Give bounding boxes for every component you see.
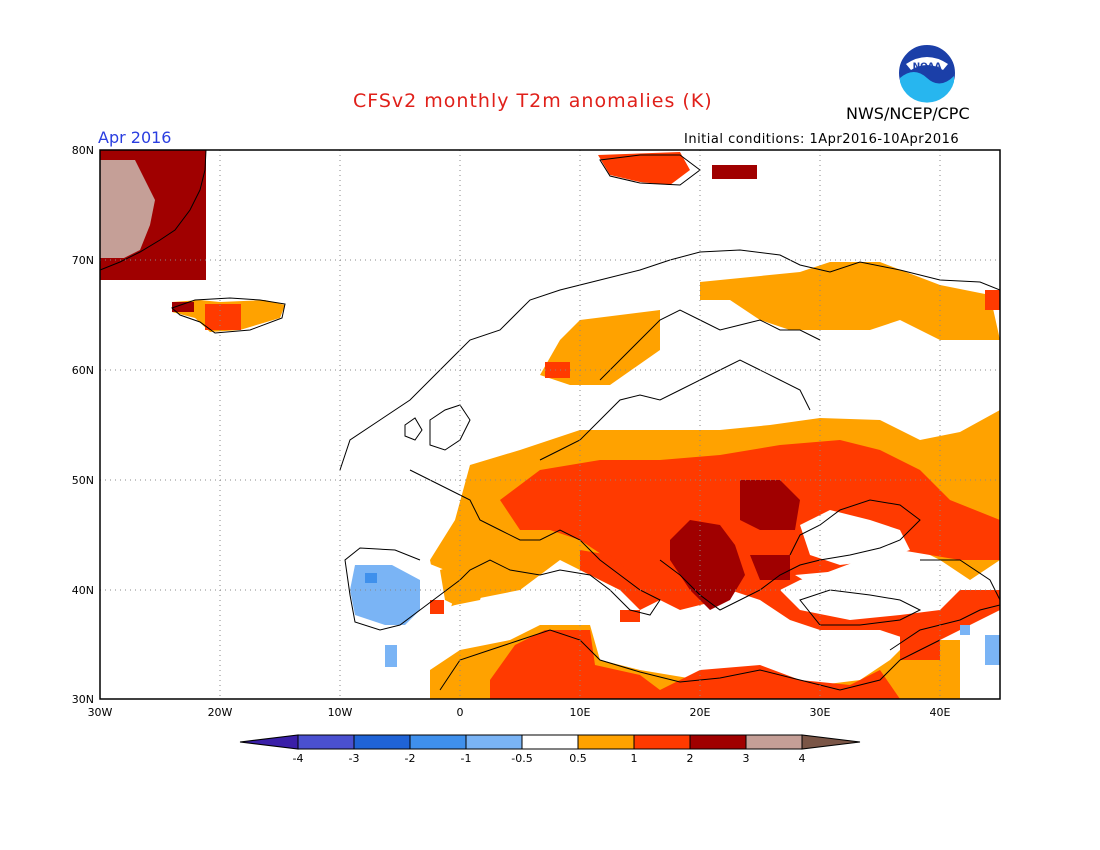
lon-label: 10E: [570, 706, 591, 719]
coastlines: [100, 150, 1000, 691]
graticule: [100, 150, 1000, 699]
legend-swatch: [409, 734, 467, 750]
lat-label: 80N: [72, 144, 94, 157]
legend-arrow-low: [239, 734, 299, 750]
legend-label: -4: [293, 752, 304, 765]
lat-label: 60N: [72, 364, 94, 377]
lon-label: 30E: [810, 706, 831, 719]
legend-label: 3: [743, 752, 750, 765]
lon-label: 10W: [328, 706, 353, 719]
lat-label: 50N: [72, 474, 94, 487]
legend-label: -2: [405, 752, 416, 765]
legend-swatch: [465, 734, 523, 750]
legend-label: 4: [799, 752, 806, 765]
legend-swatch: [633, 734, 691, 750]
agency-label: NWS/NCEP/CPC: [846, 104, 970, 123]
map-title: CFSv2 monthly T2m anomalies (K): [353, 90, 713, 112]
lon-label: 20W: [208, 706, 233, 719]
legend-label: 0.5: [569, 752, 587, 765]
noaa-logo-text: NOAA: [913, 62, 942, 72]
lon-labels: 30W 20W 10W 0 10E 20E 30E 40E: [88, 706, 951, 719]
legend-swatch: [353, 734, 411, 750]
legend-label: -3: [349, 752, 360, 765]
legend-arrow-high: [801, 734, 861, 750]
initial-conditions: Initial conditions: 1Apr2016-10Apr2016: [684, 132, 960, 147]
lon-label: 0: [457, 706, 464, 719]
legend-swatch: [745, 734, 803, 750]
legend-label: -1: [461, 752, 472, 765]
lon-label: 30W: [88, 706, 113, 719]
lon-label: 20E: [690, 706, 711, 719]
map-frame: [99, 149, 1001, 700]
legend-swatch: [689, 734, 747, 750]
lat-label: 40N: [72, 584, 94, 597]
legend-swatch: [521, 734, 579, 750]
lat-labels: 80N 70N 60N 50N 40N 30N: [72, 144, 94, 706]
color-legend: -4 -3 -2 -1 -0.5 0.5 1 2 3 4: [239, 734, 861, 765]
anomaly-field: [100, 150, 1000, 699]
legend-swatch: [577, 734, 635, 750]
noaa-logo-icon: NOAA: [897, 43, 957, 103]
lat-label: 30N: [72, 693, 94, 706]
legend-label: -0.5: [511, 752, 532, 765]
legend-label: 2: [687, 752, 694, 765]
legend-label: 1: [631, 752, 638, 765]
legend-swatch: [297, 734, 355, 750]
lon-label: 40E: [930, 706, 951, 719]
forecast-month: Apr 2016: [98, 128, 172, 147]
lat-label: 70N: [72, 254, 94, 267]
